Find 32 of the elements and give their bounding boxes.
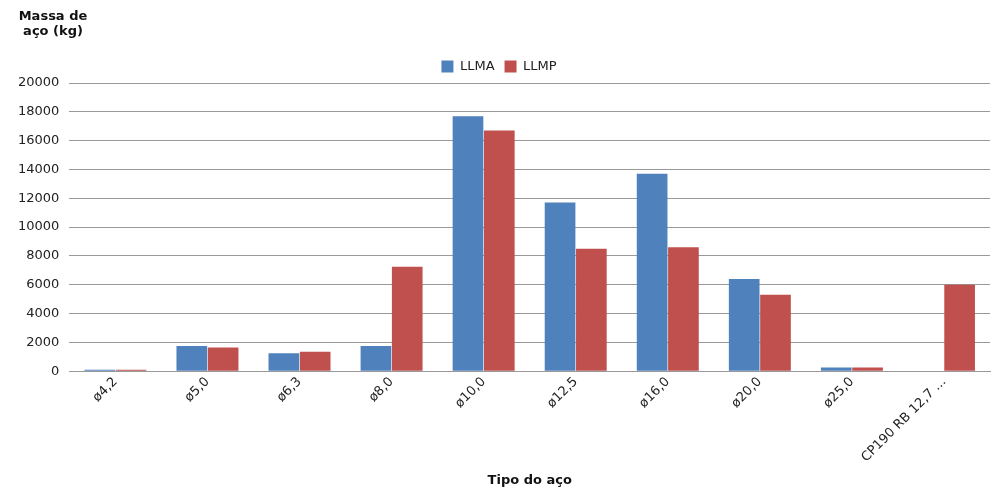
x-axis-title: Tipo do aço — [487, 471, 572, 487]
bar — [668, 247, 699, 371]
bar — [268, 353, 300, 371]
legend-label: LLMA — [459, 57, 495, 73]
y-tick-label: 12000 — [18, 189, 60, 205]
y-tick-label: 6000 — [26, 276, 60, 292]
bar — [820, 367, 852, 371]
bar — [360, 345, 392, 371]
y-tick-label: 18000 — [18, 103, 60, 119]
bar — [452, 116, 484, 371]
y-axis-title: Massa de aço (kg) — [17, 8, 89, 38]
bar — [576, 248, 607, 371]
y-tick-label: 10000 — [18, 218, 60, 234]
bar — [176, 345, 208, 371]
bar — [207, 347, 239, 371]
y-tick-label: 14000 — [18, 160, 60, 176]
y-tick-label: 16000 — [18, 132, 60, 148]
bar — [728, 278, 760, 371]
bar — [760, 294, 791, 371]
y-tick-label: 0 — [51, 362, 60, 378]
bar — [544, 202, 576, 371]
bar — [299, 351, 331, 371]
bar — [852, 367, 883, 371]
y-tick-label: 4000 — [26, 304, 60, 320]
y-tick-label: 8000 — [26, 247, 60, 263]
bar — [483, 130, 515, 371]
bar — [636, 173, 668, 371]
bar — [944, 284, 975, 371]
y-tick-label: 20000 — [18, 74, 60, 90]
bar — [391, 266, 423, 371]
legend-label: LLMP — [523, 57, 557, 73]
y-tick-label: 2000 — [26, 333, 60, 349]
